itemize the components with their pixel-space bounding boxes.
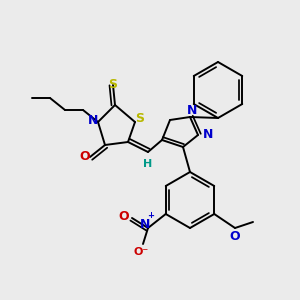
Text: O: O <box>230 230 240 242</box>
Text: +: + <box>148 212 154 220</box>
Text: N: N <box>140 218 150 230</box>
Text: O⁻: O⁻ <box>134 247 148 257</box>
Text: O: O <box>80 151 90 164</box>
Text: S: S <box>136 112 145 125</box>
Text: N: N <box>203 128 213 142</box>
Text: N: N <box>88 113 98 127</box>
Text: H: H <box>143 159 153 169</box>
Text: S: S <box>109 79 118 92</box>
Text: N: N <box>187 103 197 116</box>
Text: O: O <box>119 209 129 223</box>
